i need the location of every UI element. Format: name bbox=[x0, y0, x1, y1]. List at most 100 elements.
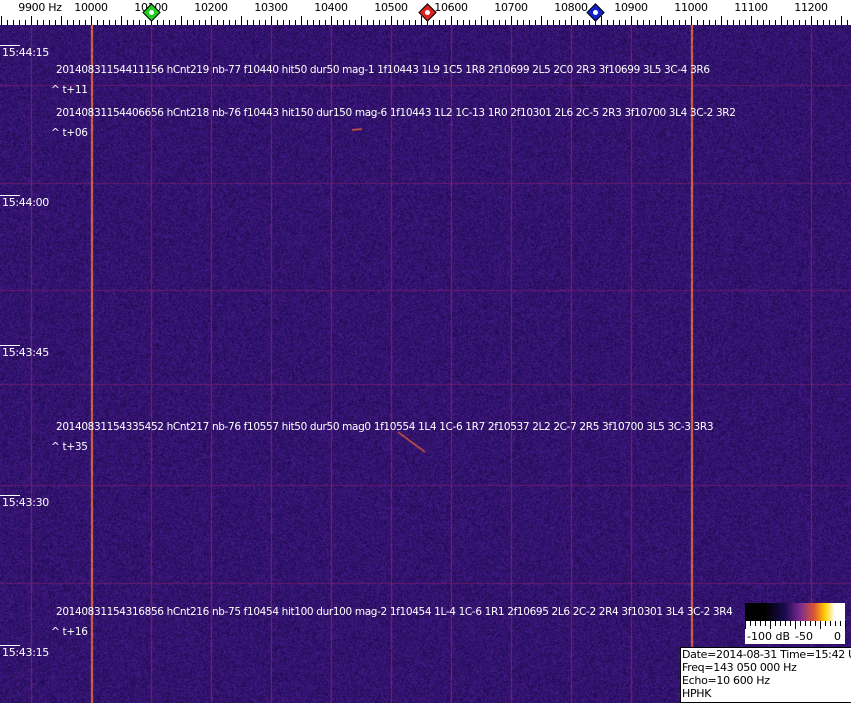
freq-tick bbox=[451, 16, 452, 25]
waterfall-spectrogram bbox=[0, 25, 851, 703]
freq-tick bbox=[727, 20, 728, 25]
freq-tick bbox=[331, 16, 332, 25]
freq-tick bbox=[169, 20, 170, 25]
freq-tick bbox=[277, 20, 278, 25]
detection-line: 20140831154316856 hCnt216 nb-75 f10454 h… bbox=[56, 606, 733, 618]
freq-tick bbox=[247, 20, 248, 25]
time-label: 15:44:00 bbox=[2, 196, 50, 209]
freq-tick bbox=[631, 16, 632, 25]
scale-label-mid: -50 bbox=[795, 630, 813, 643]
freq-tick bbox=[619, 20, 620, 25]
freq-tick bbox=[301, 16, 302, 25]
scale-tick bbox=[835, 621, 836, 626]
freq-tick bbox=[127, 20, 128, 25]
freq-tick bbox=[133, 20, 134, 25]
freq-label: 11200 bbox=[794, 1, 828, 14]
freq-tick bbox=[157, 20, 158, 25]
freq-tick bbox=[403, 20, 404, 25]
scale-tick bbox=[810, 621, 811, 626]
freq-tick bbox=[559, 20, 560, 25]
freq-tick bbox=[175, 20, 176, 25]
freq-tick bbox=[229, 20, 230, 25]
freq-tick bbox=[349, 20, 350, 25]
freq-tick bbox=[601, 16, 602, 25]
freq-tick bbox=[751, 16, 752, 25]
freq-label: 9900 Hz bbox=[18, 1, 62, 14]
freq-tick bbox=[163, 20, 164, 25]
scale-label-min: -100 dB bbox=[747, 630, 790, 643]
freq-tick bbox=[667, 20, 668, 25]
freq-label: 10800 bbox=[554, 1, 588, 14]
freq-tick bbox=[589, 20, 590, 25]
detection-line: 20140831154335452 hCnt217 nb-76 f10557 h… bbox=[56, 421, 714, 433]
freq-label: 10400 bbox=[314, 1, 348, 14]
color-scale: -100 dB -50 0 bbox=[745, 603, 846, 644]
freq-tick bbox=[115, 20, 116, 25]
freq-tick bbox=[7, 20, 8, 25]
scale-tick bbox=[815, 621, 816, 626]
freq-tick bbox=[289, 20, 290, 25]
freq-label: 10600 bbox=[434, 1, 468, 14]
freq-tick bbox=[25, 20, 26, 25]
freq-tick bbox=[49, 20, 50, 25]
freq-tick bbox=[505, 20, 506, 25]
freq-tick bbox=[145, 20, 146, 25]
freq-tick bbox=[649, 20, 650, 25]
freq-tick bbox=[781, 16, 782, 25]
freq-tick bbox=[703, 20, 704, 25]
freq-tick bbox=[769, 20, 770, 25]
freq-tick bbox=[397, 20, 398, 25]
freq-tick bbox=[121, 16, 122, 25]
freq-tick bbox=[409, 20, 410, 25]
scale-tick bbox=[750, 621, 751, 626]
freq-tick bbox=[637, 20, 638, 25]
freq-tick bbox=[295, 20, 296, 25]
freq-label: 10300 bbox=[254, 1, 288, 14]
freq-tick bbox=[223, 20, 224, 25]
freq-tick bbox=[427, 20, 428, 25]
freq-label: 10500 bbox=[374, 1, 408, 14]
freq-tick bbox=[187, 20, 188, 25]
scale-tick bbox=[840, 621, 841, 626]
freq-tick bbox=[1, 16, 2, 25]
freq-label: 11100 bbox=[734, 1, 768, 14]
time-label: 15:43:45 bbox=[2, 346, 50, 359]
freq-tick bbox=[739, 20, 740, 25]
scale-tick bbox=[800, 621, 801, 626]
scale-tick bbox=[745, 621, 746, 629]
freq-tick bbox=[343, 20, 344, 25]
freq-tick bbox=[217, 20, 218, 25]
freq-tick bbox=[787, 20, 788, 25]
freq-tick bbox=[97, 20, 98, 25]
freq-tick bbox=[721, 16, 722, 25]
freq-tick bbox=[19, 20, 20, 25]
freq-tick bbox=[61, 16, 62, 25]
freq-tick bbox=[529, 20, 530, 25]
freq-tick bbox=[91, 16, 92, 25]
freq-tick bbox=[829, 20, 830, 25]
freq-tick bbox=[259, 20, 260, 25]
freq-tick bbox=[109, 20, 110, 25]
scale-tick bbox=[780, 621, 781, 626]
scale-tick bbox=[775, 621, 776, 626]
scale-tick bbox=[820, 621, 821, 629]
freq-tick bbox=[553, 20, 554, 25]
freq-tick bbox=[661, 16, 662, 25]
scale-tick bbox=[845, 621, 846, 629]
freq-tick bbox=[673, 20, 674, 25]
freq-tick bbox=[733, 20, 734, 25]
freq-tick bbox=[715, 20, 716, 25]
freq-tick bbox=[679, 20, 680, 25]
freq-tick bbox=[325, 20, 326, 25]
freq-tick bbox=[361, 16, 362, 25]
freq-tick bbox=[73, 20, 74, 25]
freq-tick bbox=[511, 16, 512, 25]
freq-tick bbox=[697, 20, 698, 25]
freq-tick bbox=[583, 20, 584, 25]
freq-tick bbox=[283, 20, 284, 25]
freq-tick bbox=[439, 20, 440, 25]
time-tick bbox=[0, 495, 20, 496]
freq-tick bbox=[523, 20, 524, 25]
freq-tick bbox=[685, 20, 686, 25]
